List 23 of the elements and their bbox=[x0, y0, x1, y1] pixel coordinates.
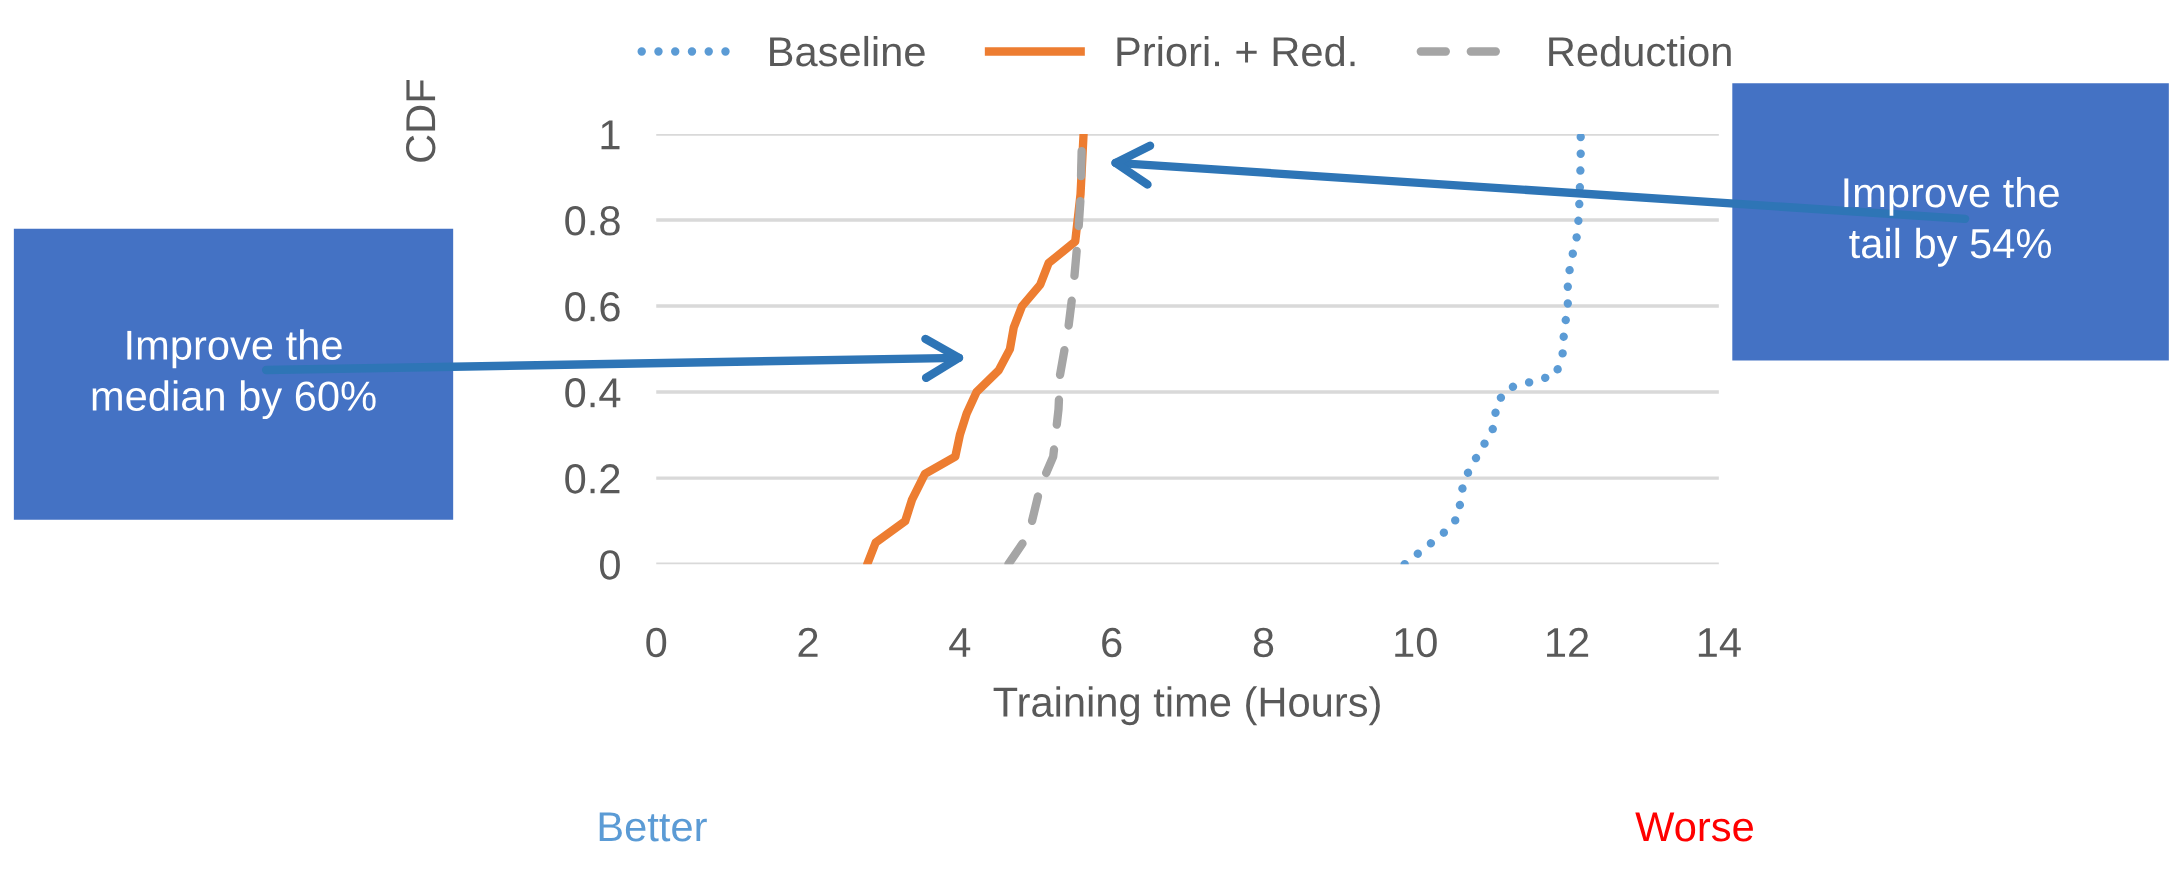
x-axis-title: Training time (Hours) bbox=[993, 686, 1380, 726]
y-tick-label: 0.2 bbox=[565, 464, 620, 494]
legend-label: Reduction bbox=[1549, 35, 1731, 67]
text: Improve the median by 60% bbox=[92, 329, 376, 420]
x-tick-label: 14 bbox=[1698, 628, 1741, 657]
y-tick-label: 0 bbox=[599, 550, 620, 580]
text: Better bbox=[599, 812, 707, 842]
legend-label: Priori. + Red. bbox=[1117, 35, 1355, 67]
y-axis-title: CDF bbox=[405, 79, 436, 162]
x-tick-label: 8 bbox=[1253, 627, 1274, 658]
text: Improve the tail by 54% bbox=[1844, 176, 2059, 267]
x-tick-label: 4 bbox=[949, 628, 971, 657]
x-tick-label: 12 bbox=[1547, 627, 1589, 657]
y-tick-label: 1 bbox=[601, 120, 620, 150]
y-tick-label: 0.6 bbox=[565, 292, 620, 322]
x-tick-label: 6 bbox=[1102, 627, 1122, 658]
x-tick-label: 10 bbox=[1395, 627, 1437, 658]
x-tick-label: 2 bbox=[798, 627, 818, 657]
y-tick-label: 0.8 bbox=[565, 206, 620, 236]
legend-label: Baseline bbox=[770, 35, 925, 67]
y-tick-label: 0.4 bbox=[565, 378, 621, 408]
text: Worse bbox=[1635, 812, 1753, 842]
x-tick-label: 0 bbox=[646, 627, 667, 658]
